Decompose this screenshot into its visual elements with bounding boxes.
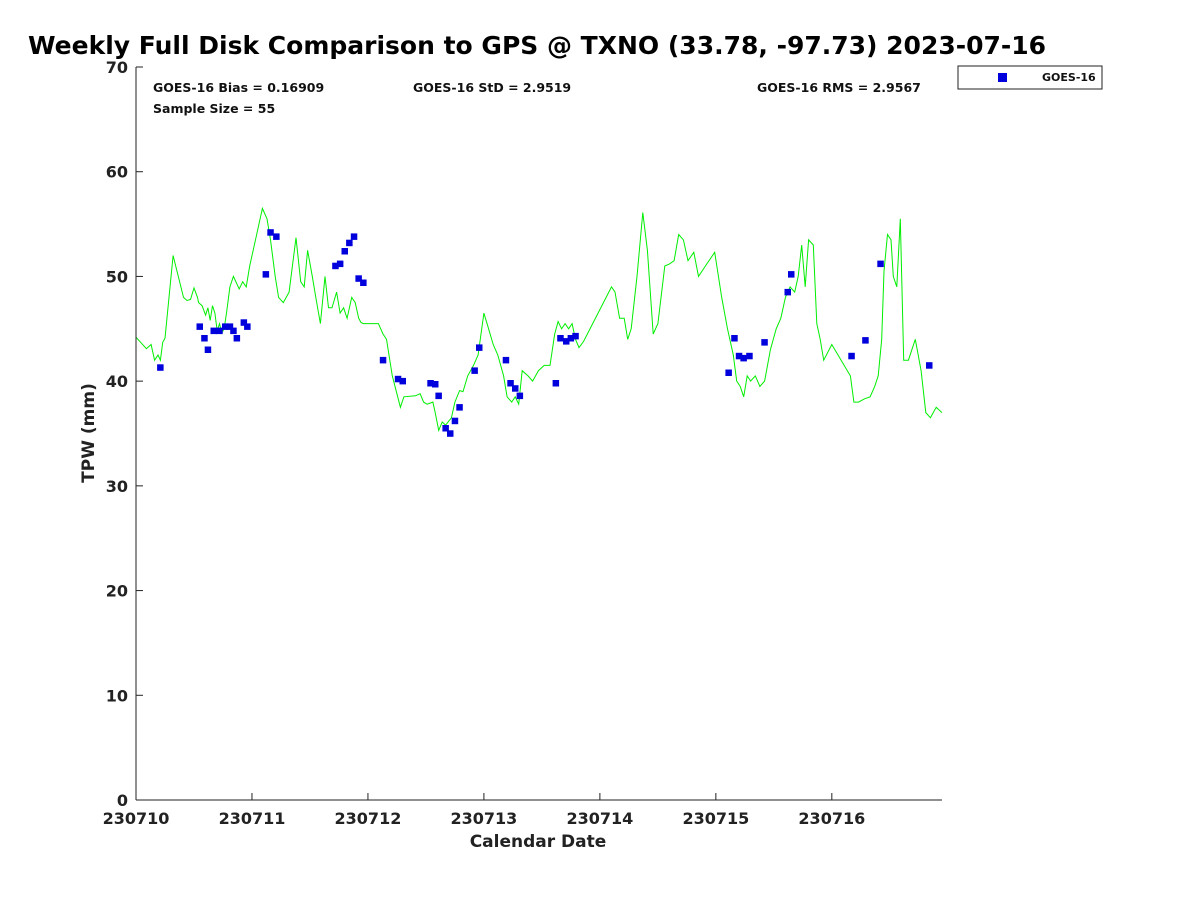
goes-data-point [456, 404, 463, 411]
goes-series-points [157, 229, 933, 437]
goes-data-point [379, 356, 387, 364]
goes-data-point [346, 239, 353, 247]
y-tick-label: 50 [106, 267, 128, 286]
y-tick-label: 20 [106, 582, 128, 601]
x-tick-label: 230715 [682, 809, 749, 828]
goes-data-point [262, 271, 270, 278]
goes-data-point [435, 392, 442, 400]
goes-data-point [761, 339, 768, 346]
goes-data-point [563, 338, 570, 345]
y-tick-label: 40 [106, 372, 128, 391]
goes-data-point [447, 430, 454, 437]
x-tick-label: 230716 [798, 809, 865, 828]
goes-data-point [196, 323, 203, 330]
y-tick-label: 60 [106, 163, 128, 182]
plot-background [136, 67, 942, 800]
legend-box [957, 65, 1103, 90]
goes-data-point [210, 327, 217, 335]
goes-data-point [432, 381, 439, 388]
goes-data-point [502, 356, 510, 364]
x-tick-label: 230713 [451, 809, 518, 828]
y-axis-ticks: 0 10 20 30 40 50 60 70 [106, 58, 143, 810]
legend: GOES-16 [957, 65, 1103, 90]
y-axis-label: TPW (mm) [79, 383, 99, 483]
x-axis-ticks: 230710 230711 230712 230713 230714 230715 2307… [103, 793, 865, 828]
plot-area: 0 10 20 30 40 50 60 70 230710 230711 230712 230713… [103, 58, 943, 828]
x-tick-label: 230712 [335, 809, 402, 828]
goes-data-point [788, 271, 795, 278]
goes-data-point [862, 337, 869, 344]
goes-data-point [572, 332, 579, 340]
y-tick-label: 30 [106, 477, 128, 496]
goes-data-point [216, 327, 223, 335]
goes-data-point [226, 323, 234, 330]
goes-data-point [557, 335, 564, 342]
legend-marker [998, 73, 1007, 82]
x-tick-label: 230714 [566, 809, 633, 828]
goes-data-point [784, 288, 791, 296]
goes-data-point [926, 362, 933, 369]
goes-data-point [442, 425, 449, 432]
goes-data-point [848, 352, 855, 360]
y-tick-label: 10 [106, 686, 128, 705]
goes-data-point [740, 354, 747, 362]
x-tick-label: 230711 [219, 809, 286, 828]
goes-data-point [476, 344, 483, 351]
goes-data-point [355, 275, 362, 282]
x-tick-label: 230710 [103, 809, 170, 828]
stat-rms: GOES-16 RMS = 2.9567 [757, 80, 921, 95]
goes-data-point [350, 233, 358, 240]
stat-std: GOES-16 StD = 2.9519 [413, 80, 571, 95]
y-tick-label: 70 [106, 58, 128, 77]
goes-data-point [877, 260, 884, 268]
goes-data-point [267, 229, 274, 236]
stat-bias: GOES-16 Bias = 0.16909 [153, 80, 324, 95]
goes-data-point [512, 385, 519, 392]
goes-data-point [341, 248, 348, 255]
goes-data-point [336, 260, 344, 268]
goes-data-point [273, 233, 280, 240]
goes-data-point [552, 380, 560, 387]
goes-data-point [230, 327, 237, 335]
goes-data-point [222, 323, 229, 330]
goes-data-point [451, 417, 459, 425]
goes-data-point [725, 369, 732, 376]
goes-data-point [567, 335, 575, 342]
gps-series-line [135, 206, 943, 433]
chart-title: Weekly Full Disk Comparison to GPS @ TXN… [28, 31, 1046, 60]
goes-data-point [332, 262, 339, 270]
goes-data-point [201, 335, 208, 342]
goes-data-point [157, 364, 164, 371]
goes-data-point [244, 323, 251, 330]
legend-label: GOES-16 [1042, 71, 1096, 84]
goes-data-point [516, 392, 524, 400]
y-tick-label: 0 [117, 791, 128, 810]
goes-data-point [399, 377, 406, 385]
x-axis-label: Calendar Date [470, 832, 607, 852]
goes-data-point [204, 346, 212, 353]
goes-data-point [394, 375, 402, 383]
goes-data-point [360, 279, 367, 286]
goes-data-point [507, 380, 514, 387]
goes-data-point [735, 352, 743, 360]
goes-data-point [471, 367, 478, 374]
goes-data-point [427, 380, 434, 387]
goes-data-point [233, 335, 241, 342]
goes-data-point [746, 352, 753, 360]
stat-sample-size: Sample Size = 55 [153, 101, 275, 116]
goes-data-point [731, 335, 738, 342]
goes-data-point [240, 319, 248, 326]
